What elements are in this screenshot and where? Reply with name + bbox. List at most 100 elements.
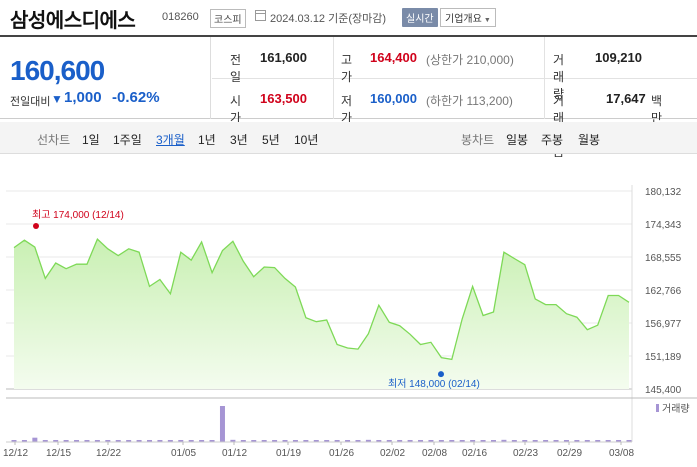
diff-label: 전일대비 (10, 96, 51, 108)
realtime-button[interactable]: 실시간 (402, 8, 438, 27)
tab-monthly-candle[interactable]: 월봉 (578, 133, 601, 147)
volume-value: 109,210 (595, 50, 642, 65)
volume-bar (313, 440, 319, 442)
min-annotation: 최저 148,000 (02/14) (388, 378, 480, 390)
x-tick-label: 02/23 (513, 448, 538, 459)
y-tick-label: 151,189 (645, 352, 682, 363)
volume-bar (407, 440, 413, 442)
volume-bar (136, 440, 142, 442)
volume-bar (188, 440, 194, 442)
volume-bar (418, 440, 424, 442)
tab-3y[interactable]: 3년 (230, 133, 248, 147)
volume-bar (251, 440, 257, 442)
volume-bar (272, 440, 278, 442)
price-chart: 180,132 174,343 168,555 162,766 156,977 151,1… (0, 170, 697, 467)
volume-bar (105, 440, 111, 442)
x-tick-label: 01/26 (329, 448, 354, 459)
volume-bar (199, 440, 205, 442)
y-tick-label: 174,343 (645, 220, 682, 231)
volume-bar (532, 440, 538, 442)
tab-3m[interactable]: 3개월 (156, 133, 185, 147)
x-tick-label: 03/08 (609, 448, 634, 459)
volume-bar (543, 440, 549, 442)
volume-bar (595, 440, 601, 442)
volume-bar (386, 440, 392, 442)
x-tick-label: 02/16 (462, 448, 487, 459)
down-arrow-icon: ▼ (51, 92, 63, 106)
company-overview-button[interactable]: 기업개요 ▼ (440, 8, 496, 27)
volume-bar (21, 440, 27, 442)
chevron-down-icon: ▼ (483, 17, 491, 24)
current-price: 160,600 (10, 55, 105, 86)
volume-bar (584, 440, 590, 442)
y-tick-label: 145,400 (645, 385, 682, 396)
diff-rate: -0.62% (112, 89, 160, 106)
y-tick-label: 168,555 (645, 253, 682, 264)
volume-bar (605, 440, 611, 442)
volume-bar (574, 440, 580, 442)
lower-limit: (하한가 113,200) (426, 94, 513, 108)
tab-10y[interactable]: 10년 (294, 133, 319, 147)
volume-bar (334, 440, 340, 442)
low-value: 160,000 (370, 91, 417, 106)
volume-bar (167, 440, 173, 442)
volume-bar (428, 440, 434, 442)
volume-bar (438, 440, 444, 442)
volume-bar (563, 440, 569, 442)
x-tick-label: 01/12 (222, 448, 247, 459)
volume-bar (470, 440, 476, 442)
volume-bar (480, 440, 486, 442)
x-tick-label: 01/19 (276, 448, 301, 459)
trade-date: 2024.03.12 기준(장마감) (270, 13, 387, 25)
candle-chart-label: 봉차트 (461, 133, 495, 147)
volume-bar (616, 440, 622, 442)
divider (212, 78, 697, 79)
volume-bar (345, 440, 351, 442)
y-tick-label: 162,766 (645, 286, 682, 297)
tab-1y[interactable]: 1년 (198, 133, 216, 147)
x-tick-label: 02/29 (557, 448, 582, 459)
calendar-icon (255, 10, 266, 21)
tab-weekly-candle[interactable]: 주봉 (541, 133, 564, 147)
price-chart-svg: 180,132 174,343 168,555 162,766 156,977 151,1… (3, 185, 697, 459)
x-tick-label: 01/05 (171, 448, 196, 459)
max-annotation: 최고 174,000 (12/14) (32, 209, 124, 221)
volume-bar (178, 440, 184, 442)
tab-5y[interactable]: 5년 (262, 133, 280, 147)
diff-value: 1,000 (64, 89, 102, 106)
volume-bar (355, 440, 361, 442)
min-marker (438, 371, 444, 378)
volume-bar (459, 440, 465, 442)
volume-bar (219, 406, 225, 442)
volume-bar (157, 440, 163, 442)
volume-bar (522, 440, 528, 442)
y-tick-label: 180,132 (645, 187, 682, 198)
price-line (13, 237, 630, 361)
volume-bar (94, 440, 100, 442)
tab-1w[interactable]: 1주일 (113, 133, 142, 147)
volume-bar (53, 440, 59, 442)
price-summary: 160,600 전일대비 ▼ 1,000 -0.62% 전일 161,600 고… (0, 35, 697, 159)
volume-bar (397, 440, 403, 442)
max-marker (33, 222, 39, 229)
volume-bar (74, 440, 80, 442)
market-badge: 코스피 (210, 9, 246, 28)
volume-bar (292, 440, 298, 442)
volume-bar (209, 440, 215, 442)
volume-bar (626, 440, 632, 442)
tab-1d[interactable]: 1일 (82, 133, 100, 147)
volume-bar (376, 440, 382, 442)
high-value: 164,400 (370, 50, 417, 65)
volume-bar (261, 440, 267, 442)
volume-bar (63, 440, 69, 442)
volume-bar (303, 440, 309, 442)
volume-bar (282, 440, 288, 442)
current-price-box: 160,600 전일대비 ▼ 1,000 -0.62% (0, 37, 211, 119)
volume-bar (84, 440, 90, 442)
tab-daily-candle[interactable]: 일봉 (506, 133, 529, 147)
price-area (14, 239, 629, 389)
volume-bar (126, 440, 132, 442)
volume-bar (553, 440, 559, 442)
stock-title: 삼성에스디에스 (10, 10, 136, 32)
open-value: 163,500 (260, 91, 307, 106)
